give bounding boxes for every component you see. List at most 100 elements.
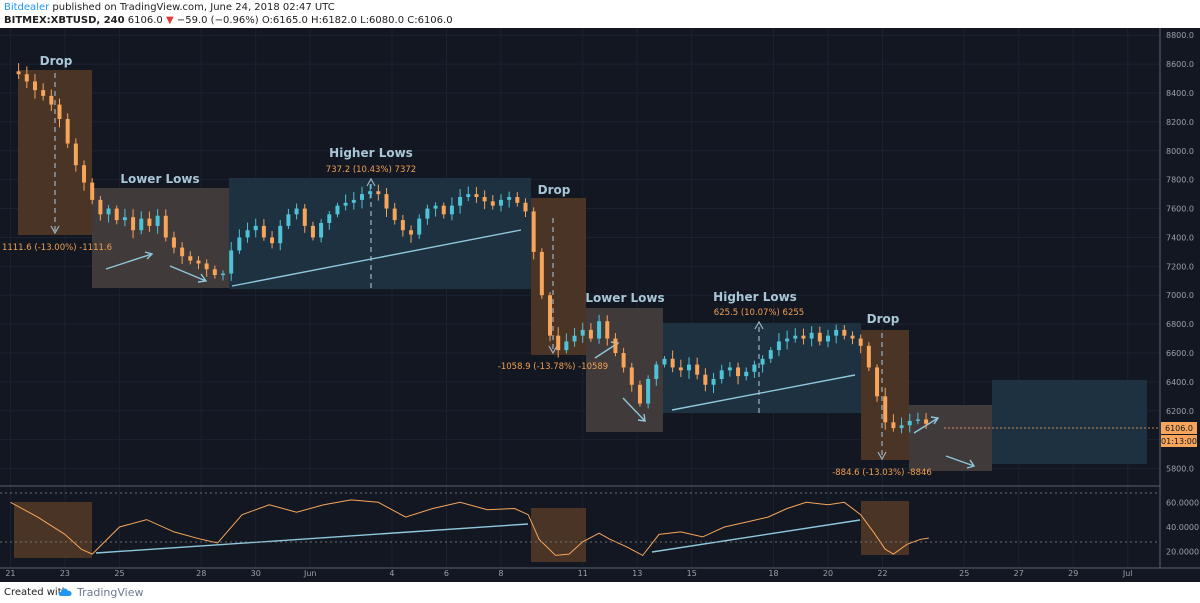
time-tick-label: 25 — [114, 569, 124, 578]
candle-body — [597, 321, 602, 339]
higher-lows-arrow-1-head — [366, 177, 376, 187]
last-price-tag-box — [1161, 422, 1197, 434]
pattern-arrow-4-head — [637, 413, 646, 422]
candle-body — [539, 251, 544, 296]
author-link[interactable]: Bitdealer — [4, 2, 50, 13]
candle-body — [523, 202, 528, 212]
candle-body — [327, 214, 332, 223]
candle-body — [417, 218, 422, 235]
candle-body — [727, 367, 732, 371]
candle-body — [793, 335, 798, 339]
candle-body — [253, 225, 258, 231]
candle-body — [319, 223, 324, 238]
drop-label-2: Drop — [538, 183, 571, 197]
candle-body — [122, 217, 127, 221]
candle-body — [90, 182, 95, 200]
higher-lows-label-1: Higher Lows — [329, 146, 413, 160]
rsi-trendline-2 — [651, 519, 861, 553]
last-price-tag: 6106.0 01:13:00 — [1161, 422, 1197, 447]
candle-body — [425, 208, 430, 219]
time-tick-label: 28 — [196, 569, 206, 578]
candle-body — [163, 215, 168, 238]
candle-body — [891, 422, 896, 429]
candle-body — [368, 191, 373, 195]
candle-body — [196, 260, 201, 264]
candle-body — [376, 191, 381, 195]
candle-body — [73, 143, 78, 166]
price-tick-label: 8200.0 — [1166, 118, 1194, 127]
pattern-arrow-5-head — [930, 416, 940, 425]
candle-body — [744, 371, 749, 377]
publication-header: Bitdealer published on TradingView.com, … — [0, 0, 1200, 28]
candle-body — [768, 350, 773, 359]
time-tick-label: 13 — [632, 569, 642, 578]
price-tick-label: 6600.0 — [1166, 349, 1194, 358]
rsi-drop-box-3 — [861, 501, 909, 555]
candle-body — [65, 119, 70, 144]
pattern-arrow-1 — [105, 253, 153, 270]
candle-body — [82, 165, 87, 183]
price-tick-label: 7600.0 — [1166, 205, 1194, 214]
candle-body — [482, 197, 487, 202]
candle-body — [883, 396, 888, 423]
candle-body — [924, 419, 929, 424]
price-change: −59.0 (−0.96%) — [176, 15, 259, 26]
time-tick-label: 21 — [5, 569, 15, 578]
candle-body — [662, 358, 667, 365]
candle-body — [343, 202, 348, 206]
candle-body — [335, 205, 340, 215]
annotation-labels: Drop Lower Lows Higher Lows Drop Lower L… — [40, 54, 900, 326]
candle-body — [629, 367, 634, 385]
higher-lows-box-2 — [663, 323, 861, 413]
candle-body — [687, 364, 692, 371]
trendline-higher-lows-1 — [231, 229, 522, 287]
candle-body — [245, 230, 250, 238]
candle-body — [24, 74, 29, 82]
lower-lows-label-2: Lower Lows — [585, 291, 664, 305]
candle-body — [515, 197, 520, 203]
published-info: published on TradingView.com, June 24, 2… — [49, 2, 335, 13]
candle-body — [809, 332, 814, 339]
higher-lows-label-2: Higher Lows — [713, 290, 797, 304]
countdown-tag-box — [1161, 435, 1197, 447]
candle-body — [507, 197, 512, 200]
pattern-arrow-4 — [622, 397, 646, 422]
candle-body — [915, 419, 920, 421]
candle-body — [556, 335, 561, 351]
candle-body — [605, 321, 610, 339]
pattern-arrow-6 — [945, 455, 975, 467]
candle-body — [221, 273, 226, 276]
candle-body — [801, 335, 806, 339]
candle-body — [899, 425, 904, 429]
tradingview-brand[interactable]: TradingView — [77, 586, 144, 599]
candle-body — [57, 104, 62, 119]
price-chart: Drop Lower Lows Higher Lows Drop Lower L… — [0, 28, 1200, 578]
candle-body — [359, 194, 364, 200]
rsi-drop-box-2 — [531, 508, 586, 562]
candle-body — [237, 237, 242, 251]
candle-body — [131, 217, 136, 231]
candle-body — [785, 338, 790, 342]
projection-box-2 — [992, 380, 1147, 464]
candle-body — [580, 329, 585, 336]
candle-body — [572, 335, 577, 342]
countdown-tag-text: 01:13:00 — [1161, 437, 1197, 446]
candle-body — [776, 341, 781, 351]
lower-lows-label-1: Lower Lows — [120, 172, 199, 186]
time-tick-label: Jun — [303, 569, 317, 578]
candle-body — [474, 194, 479, 197]
candle-body — [147, 218, 152, 226]
time-tick-label: 4 — [389, 569, 394, 578]
drop-arrow-1-head — [50, 225, 60, 235]
candle-body — [564, 341, 569, 351]
drop-arrow-2-head — [548, 345, 558, 355]
trendlines — [95, 229, 976, 554]
candle-body — [858, 338, 863, 346]
projection-box-1 — [909, 405, 992, 471]
pattern-arrow-2-head — [197, 273, 208, 283]
candle-body — [752, 364, 757, 372]
candle-body — [646, 379, 651, 404]
guide-lines — [50, 73, 887, 461]
candle-body — [466, 194, 471, 197]
candle-body — [613, 338, 618, 353]
